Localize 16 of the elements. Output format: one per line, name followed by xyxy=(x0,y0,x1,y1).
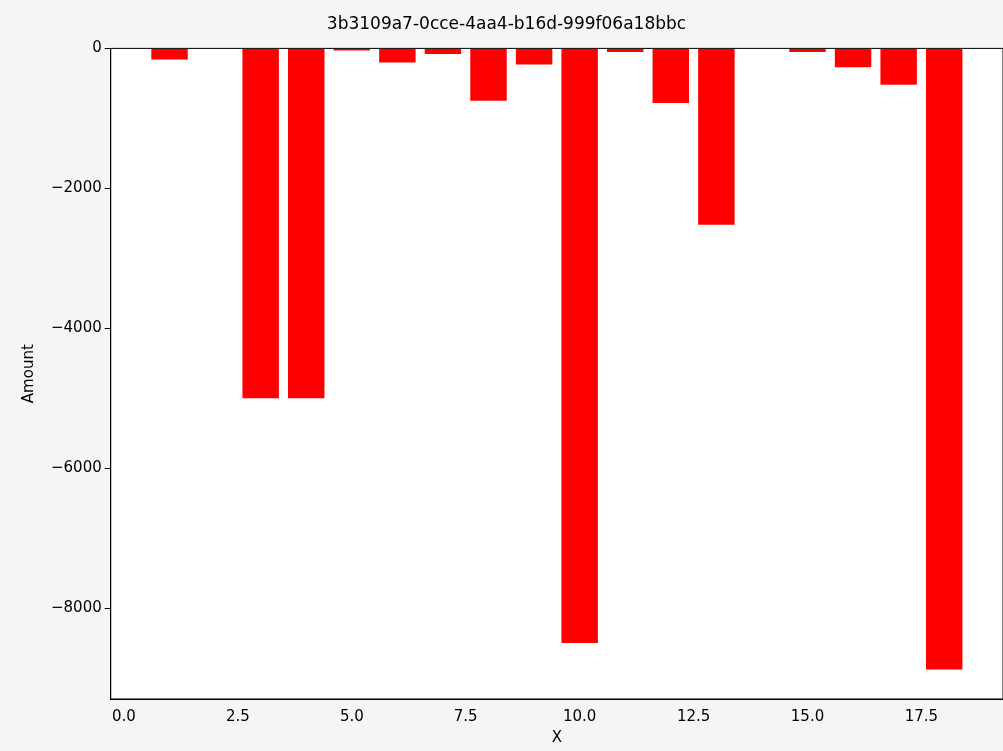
y-axis-title: Amount xyxy=(18,344,37,404)
x-tick-label: 10.0 xyxy=(562,706,597,725)
y-tick-label: −6000 xyxy=(50,458,102,477)
x-tick-label: 0.0 xyxy=(112,706,136,725)
chart-title: 3b3109a7-0cce-4aa4-b16d-999f06a18bbc xyxy=(326,12,687,33)
x-tick-label: 15.0 xyxy=(790,706,825,725)
x-tick-label: 5.0 xyxy=(339,706,364,725)
y-tick-label: −8000 xyxy=(50,597,102,616)
y-tick-label: 0 xyxy=(92,38,102,57)
y-tick-label: −2000 xyxy=(50,178,102,197)
x-axis-title: X xyxy=(551,727,563,746)
y-tick-label: −4000 xyxy=(50,318,102,337)
x-tick-label: 12.5 xyxy=(676,706,711,725)
x-tick-label: 7.5 xyxy=(453,706,478,725)
x-tick-label: 17.5 xyxy=(904,706,939,725)
x-tick-label: 2.5 xyxy=(225,706,250,725)
